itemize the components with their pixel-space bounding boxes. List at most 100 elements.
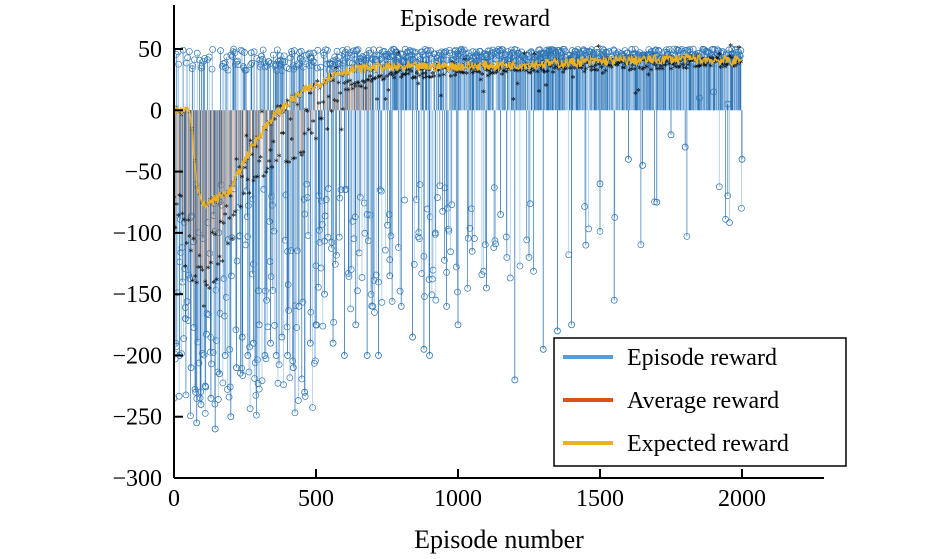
episode-point bbox=[356, 193, 364, 201]
episode-point bbox=[361, 229, 369, 237]
average-point: * bbox=[285, 97, 290, 108]
episode-point bbox=[352, 321, 360, 329]
average-point: * bbox=[580, 62, 585, 73]
average-point: * bbox=[724, 62, 729, 73]
episode-point bbox=[471, 235, 478, 242]
episode-point bbox=[269, 287, 277, 294]
average-point: * bbox=[431, 73, 436, 84]
episode-point bbox=[216, 370, 223, 378]
expected-point: × bbox=[443, 64, 448, 73]
episode-point bbox=[738, 155, 746, 163]
average-point: * bbox=[250, 152, 255, 163]
episode-point bbox=[458, 49, 466, 56]
episode-point bbox=[345, 273, 353, 281]
average-point: * bbox=[626, 59, 631, 70]
episode-point bbox=[312, 321, 320, 329]
episode-point bbox=[454, 288, 461, 296]
average-reward-series: ****************************************… bbox=[174, 42, 743, 314]
average-point: * bbox=[661, 61, 666, 72]
episode-point bbox=[295, 61, 303, 69]
episode-point bbox=[426, 352, 434, 359]
average-point: * bbox=[504, 69, 509, 80]
average-point: * bbox=[637, 64, 642, 75]
average-point: * bbox=[544, 82, 549, 93]
average-point: * bbox=[518, 65, 523, 76]
average-point: * bbox=[644, 63, 649, 74]
episode-point bbox=[230, 45, 237, 53]
average-point: * bbox=[654, 65, 659, 76]
episode-point bbox=[242, 241, 249, 249]
average-point: * bbox=[485, 72, 490, 83]
episode-point bbox=[205, 53, 213, 61]
average-point: * bbox=[522, 50, 527, 61]
episode-point bbox=[442, 48, 450, 56]
legend-label-episode: Episode reward bbox=[627, 345, 777, 371]
episode-point bbox=[709, 46, 717, 53]
average-point: * bbox=[725, 61, 730, 72]
episode-point bbox=[363, 352, 371, 359]
average-point: * bbox=[720, 60, 725, 71]
y-tick-label: −250 bbox=[112, 405, 162, 431]
episode-point bbox=[196, 56, 203, 64]
average-point: * bbox=[306, 126, 311, 137]
y-tick-label: −150 bbox=[112, 282, 162, 308]
average-point: * bbox=[174, 201, 179, 212]
average-point: * bbox=[461, 69, 466, 80]
expected-point: × bbox=[179, 110, 184, 119]
average-point: * bbox=[541, 67, 546, 78]
episode-point bbox=[270, 51, 277, 59]
episode-point bbox=[309, 404, 316, 411]
episode-point bbox=[369, 302, 377, 310]
episode-point bbox=[321, 290, 328, 298]
episode-point bbox=[568, 321, 575, 329]
episode-point bbox=[287, 54, 294, 62]
average-point: * bbox=[571, 74, 576, 85]
average-point: * bbox=[272, 116, 277, 127]
average-point: * bbox=[234, 156, 239, 167]
average-point: * bbox=[332, 97, 337, 108]
average-point: * bbox=[534, 63, 539, 74]
average-point: * bbox=[427, 74, 432, 85]
episode-point bbox=[651, 198, 658, 206]
average-point: * bbox=[380, 77, 385, 88]
episode-point bbox=[381, 246, 389, 254]
average-point: * bbox=[316, 100, 321, 111]
episode-point bbox=[187, 364, 195, 372]
episode-point bbox=[189, 62, 197, 70]
average-point: * bbox=[426, 67, 431, 78]
average-point: * bbox=[620, 64, 625, 75]
episode-point bbox=[724, 100, 732, 108]
episode-point bbox=[266, 218, 273, 225]
episode-point bbox=[431, 229, 439, 237]
episode-point bbox=[726, 219, 733, 226]
average-point: * bbox=[673, 63, 678, 74]
episode-point bbox=[201, 409, 209, 417]
average-point: * bbox=[360, 78, 365, 89]
episode-point bbox=[262, 355, 270, 363]
average-point: * bbox=[329, 108, 334, 119]
average-point: * bbox=[470, 69, 475, 80]
episode-point bbox=[655, 46, 662, 54]
episode-point bbox=[193, 49, 201, 57]
x-tick-label: 1000 bbox=[434, 486, 482, 512]
episode-point bbox=[231, 49, 239, 57]
episode-point bbox=[482, 284, 490, 292]
average-point: * bbox=[177, 192, 182, 203]
average-point: * bbox=[353, 83, 358, 94]
episode-point bbox=[255, 321, 263, 329]
average-point: * bbox=[595, 67, 600, 78]
average-point: * bbox=[588, 63, 593, 74]
average-point: * bbox=[247, 190, 252, 201]
average-point: * bbox=[349, 81, 354, 92]
episode-point bbox=[414, 233, 422, 241]
episode-point bbox=[276, 52, 284, 60]
average-point: * bbox=[413, 74, 418, 85]
episode-point bbox=[358, 58, 365, 65]
average-point: * bbox=[375, 96, 380, 107]
episode-point bbox=[506, 274, 514, 282]
average-point: * bbox=[216, 261, 221, 272]
episode-point bbox=[234, 57, 241, 65]
average-point: * bbox=[728, 42, 733, 53]
average-point: * bbox=[210, 230, 215, 241]
episode-point bbox=[347, 305, 354, 313]
